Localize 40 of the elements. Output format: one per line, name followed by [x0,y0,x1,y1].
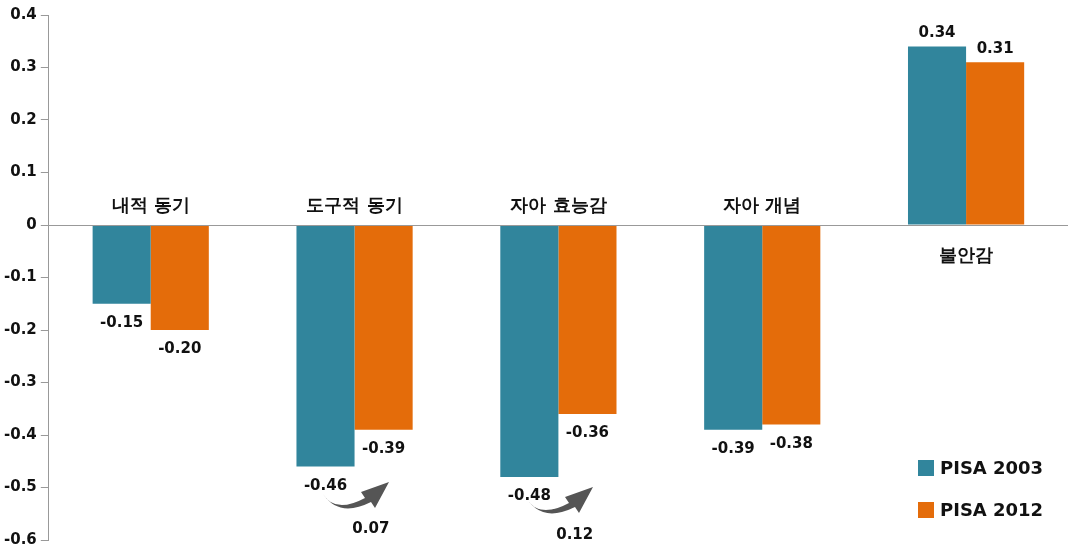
bar [558,225,617,414]
data-label: -0.46 [303,475,348,494]
y-tick-label: -0.2 [3,319,37,338]
bar [92,225,151,304]
bar [907,46,967,225]
bar [704,225,763,430]
y-tick-label: -0.1 [3,267,37,286]
bar [354,225,413,430]
x-tick-label: 도구적 동기 [306,193,403,215]
data-label: -0.15 [100,313,144,332]
legend-label: PISA 2003 [940,456,1044,478]
y-tick-label: -0.3 [3,372,37,391]
data-label: -0.36 [565,423,610,442]
data-label: -0.39 [711,439,755,458]
y-tick-label: -0.5 [3,477,37,496]
y-tick-label: 0.1 [10,162,37,181]
y-tick-label: 0.4 [10,4,37,23]
data-label: -0.48 [507,486,551,505]
legend-label: PISA 2012 [940,498,1044,520]
bar [966,62,1025,225]
bar [296,225,355,467]
y-tick-label: -0.6 [3,529,37,548]
data-label: 0.31 [976,38,1014,57]
annotation: 0.12 [556,524,594,543]
x-tick-label: 자아 효능감 [510,193,607,215]
x-tick-label: 내적 동기 [111,193,190,215]
y-tick-label: -0.4 [3,424,37,443]
data-label: -0.39 [361,439,406,458]
y-tick-label: 0 [26,214,37,233]
bar [500,225,559,477]
x-tick-label: 자아 개념 [723,193,802,215]
y-tick-label: 0.3 [10,57,37,76]
y-tick-label: 0.2 [10,109,37,128]
annotation: 0.07 [352,519,390,538]
data-label: -0.20 [158,339,202,358]
data-label: -0.38 [769,433,813,452]
data-label: 0.34 [918,22,956,41]
bar [150,225,209,330]
bar [762,225,821,425]
x-tick-label: 불안감 [939,243,994,265]
